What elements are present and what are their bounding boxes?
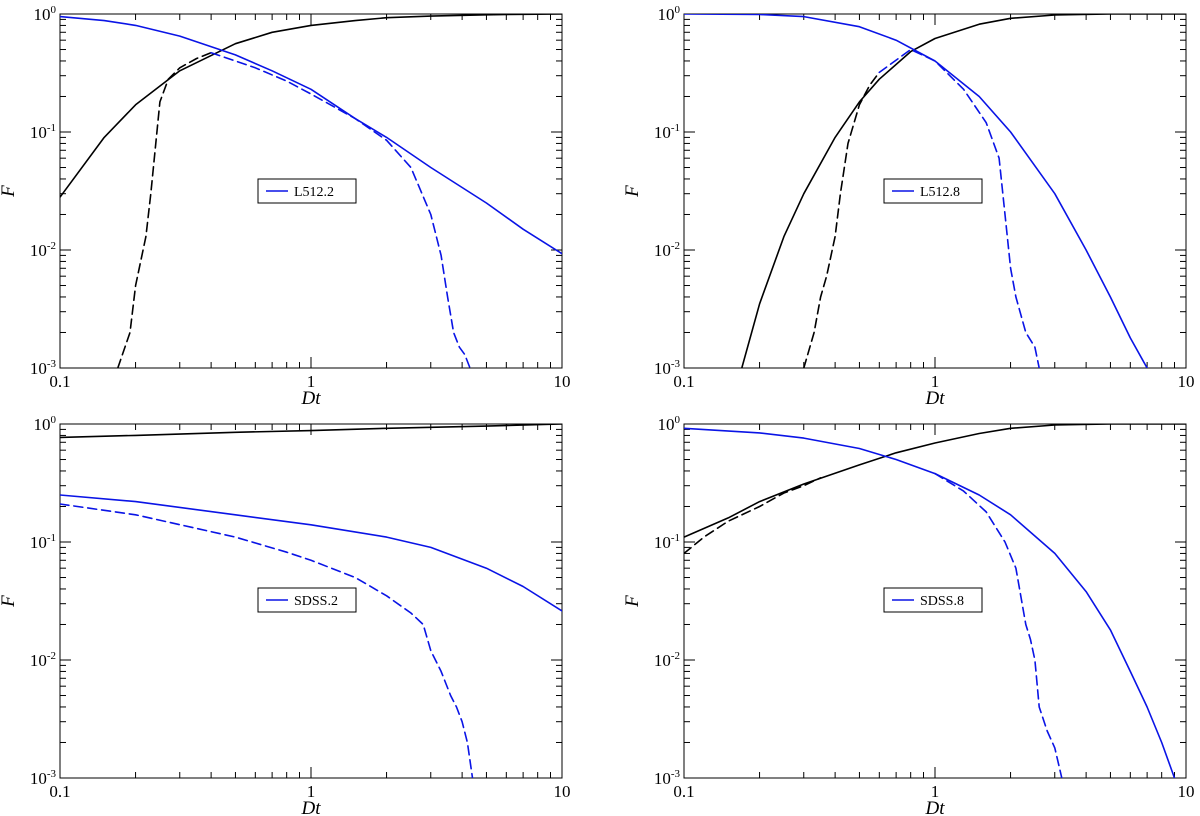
x-tick-label: 10	[554, 782, 571, 801]
x-axis-label: Dt	[301, 388, 322, 409]
x-tick-label: 1	[931, 372, 940, 391]
chart-panel-4: 0.1 1 10 10-3 10-2 10-1 100 Dt F SDSS.8	[622, 414, 1195, 816]
y-tick-label: 10-1	[654, 532, 680, 552]
x-tick-label: 1	[931, 782, 940, 801]
series-line-3	[60, 503, 474, 778]
chart-panel-3: 0.1 1 10 10-3 10-2 10-1 100 Dt F SDSS.2	[0, 414, 571, 816]
legend-label: SDSS.2	[294, 594, 338, 609]
x-tick-label: 1	[307, 372, 316, 391]
legend: L512.8	[883, 178, 983, 204]
series-line-1	[60, 424, 562, 439]
legend: L512.2	[257, 178, 357, 204]
y-axis-label: F	[0, 595, 19, 608]
y-tick-label: 10-2	[30, 240, 56, 260]
legend-label: SDSS.8	[920, 594, 964, 609]
y-tick-label: 10-1	[30, 122, 56, 142]
y-axis-label: F	[622, 595, 643, 608]
legend: SDSS.2	[257, 587, 357, 613]
y-tick-label: 10-3	[30, 768, 57, 788]
series-line-2	[684, 476, 822, 555]
y-tick-label: 100	[658, 4, 681, 24]
x-tick-label: 0.1	[49, 782, 70, 801]
y-tick-label: 100	[658, 414, 681, 434]
y-tick-label: 10-2	[654, 240, 680, 260]
y-tick-label: 10-3	[654, 358, 681, 378]
y-tick-label: 10-3	[30, 358, 57, 378]
x-axis-label: Dt	[925, 798, 946, 816]
legend-label: L512.8	[920, 185, 960, 200]
chart-panel-1: 0.1 1 10 10-3 10-2 10-1 100 Dt F L512.2	[0, 4, 571, 409]
x-tick-label: 0.1	[673, 372, 694, 391]
series-line-2	[802, 71, 881, 368]
y-tick-label: 100	[34, 414, 57, 434]
series-line-4	[934, 472, 1063, 778]
y-tick-label: 10-1	[654, 122, 680, 142]
x-tick-label: 10	[554, 372, 571, 391]
x-tick-label: 0.1	[49, 372, 70, 391]
y-tick-label: 10-3	[654, 768, 681, 788]
legend: SDSS.8	[883, 587, 983, 613]
x-tick-label: 0.1	[673, 782, 694, 801]
y-axis-label: F	[0, 185, 19, 198]
x-axis-label: Dt	[925, 388, 946, 409]
y-tick-label: 10-2	[654, 650, 680, 670]
series-line-3	[60, 15, 562, 255]
legend-label: L512.2	[294, 185, 334, 200]
x-tick-label: 10	[1178, 782, 1195, 801]
series-line-2	[60, 494, 562, 612]
series-line-3	[684, 14, 1148, 368]
series-line-4	[210, 51, 471, 368]
series-line-4	[878, 48, 1040, 368]
chart-panel-2: 0.1 1 10 10-3 10-2 10-1 100 Dt F L512.8	[622, 4, 1195, 409]
y-axis-label: F	[622, 185, 643, 198]
x-tick-label: 10	[1178, 372, 1195, 391]
series-line-2	[117, 51, 212, 368]
series-line-3	[684, 427, 1176, 778]
series-line-1	[60, 14, 562, 198]
y-tick-label: 10-1	[30, 532, 56, 552]
x-axis-label: Dt	[301, 798, 322, 816]
series-line-1	[740, 14, 1186, 368]
series-line-1	[684, 424, 1186, 538]
y-tick-label: 100	[34, 4, 57, 24]
x-tick-label: 1	[307, 782, 316, 801]
y-tick-label: 10-2	[30, 650, 56, 670]
